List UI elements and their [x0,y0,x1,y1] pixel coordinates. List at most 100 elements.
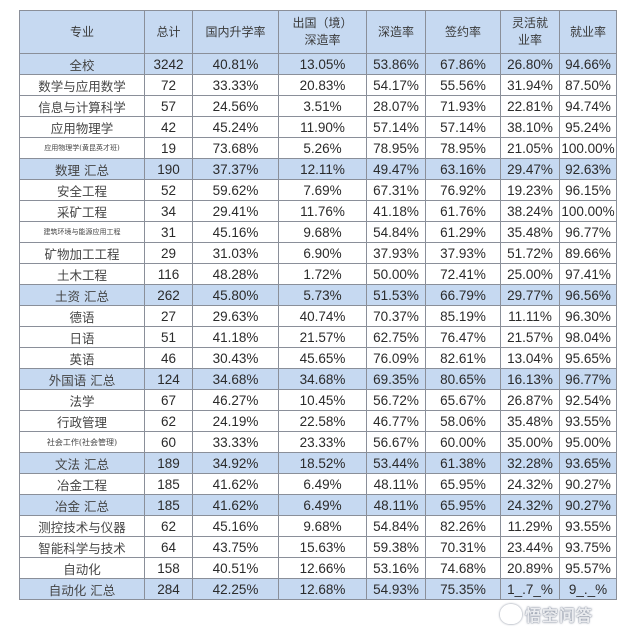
cell-major: 矿物加工工程 [19,242,145,264]
cell-major: 英语 [19,347,145,369]
cell-domestic-rate: 34.68% [192,368,279,390]
cell-abroad-rate: 9.68% [278,515,367,537]
cell-abroad-rate: 5.26% [278,137,367,159]
cell-contract-rate: 37.93% [425,242,501,264]
cell-total: 34 [144,200,193,222]
cell-contract-rate: 65.67% [425,389,501,411]
cell-abroad-rate: 10.45% [278,389,367,411]
cell-domestic-rate: 37.37% [192,158,279,180]
cell-flexible-rate: 35.48% [500,221,560,243]
header-domestic-rate: 国内升学率 [192,10,279,54]
cell-major: 采矿工程 [19,200,145,222]
cell-employment-rate: 89.66% [559,242,617,264]
cell-abroad-rate: 6.49% [278,473,367,495]
cell-abroad-rate: 45.65% [278,347,367,369]
cell-domestic-rate: 24.56% [192,95,279,117]
cell-domestic-rate: 45.16% [192,221,279,243]
cell-total: 116 [144,263,193,285]
cell-flexible-rate: 26.80% [500,53,560,75]
cell-employment-rate: 96.77% [559,368,617,390]
table-row: 矿物加工工程 29 31.03% 6.90% 37.93% 37.93% 51.72% 89.… [19,242,617,264]
cell-total: 3242 [144,53,193,75]
cell-flexible-rate: 23.44% [500,536,560,558]
cell-abroad-rate: 1.72% [278,263,367,285]
cell-employment-rate: 92.63% [559,158,617,180]
table-row: 社会工作(社会管理) 60 33.33% 23.33% 56.67% 60.00% 35.0… [19,431,617,453]
cell-major: 数理 汇总 [19,158,145,180]
cell-total: 189 [144,452,193,474]
cell-flexible-rate: 19.23% [500,179,560,201]
cell-major: 日语 [19,326,145,348]
cell-flexible-rate: 31.94% [500,74,560,96]
cell-abroad-rate: 20.83% [278,74,367,96]
cell-flexible-rate: 35.48% [500,410,560,432]
cell-contract-rate: 65.95% [425,494,501,516]
header-further-study-rate: 深造率 [366,10,426,54]
cell-flexible-rate: 24.32% [500,494,560,516]
cell-further-study-rate: 54.17% [366,74,426,96]
cell-flexible-rate: 38.10% [500,116,560,138]
header-flexible-line2: 业率 [517,33,542,47]
cell-employment-rate: 87.50% [559,74,617,96]
cell-total: 185 [144,494,193,516]
cell-employment-rate: 96.15% [559,179,617,201]
table-row: 信息与计算科学 57 24.56% 3.51% 28.07% 71.93% 22.81% 94… [19,95,617,117]
cell-domestic-rate: 45.24% [192,116,279,138]
cell-contract-rate: 61.29% [425,221,501,243]
cell-employment-rate: 95.00% [559,431,617,453]
table-row: 测控技术与仪器 62 45.16% 9.68% 54.84% 82.26% 11.29% 93… [19,515,617,537]
table-row: 土木工程 116 48.28% 1.72% 50.00% 72.41% 25.00% 97.4… [19,263,617,285]
cell-further-study-rate: 56.72% [366,389,426,411]
table-row: 日语 51 41.18% 21.57% 62.75% 76.47% 21.57% 98.04% [19,326,617,348]
cell-contract-rate: 60.00% [425,431,501,453]
employment-stats-table-container: 专业 总计 国内升学率 出国（境） 深造率 深造率 签约率 灵活就 业率 就业率… [19,10,617,600]
cell-contract-rate: 63.16% [425,158,501,180]
cell-employment-rate: 96.56% [559,284,617,306]
cell-major: 外国语 汇总 [19,368,145,390]
cell-further-study-rate: 50.00% [366,263,426,285]
cell-total: 62 [144,515,193,537]
cell-flexible-rate: 38.24% [500,200,560,222]
cell-abroad-rate: 12.68% [278,578,367,600]
cell-employment-rate: 92.54% [559,389,617,411]
cell-total: 57 [144,95,193,117]
cell-domestic-rate: 24.19% [192,410,279,432]
table-body: 全校 3242 40.81% 13.05% 53.86% 67.86% 26.80% 94.6… [19,53,617,600]
cell-domestic-rate: 42.25% [192,578,279,600]
cell-further-study-rate: 70.37% [366,305,426,327]
cell-domestic-rate: 43.75% [192,536,279,558]
cell-domestic-rate: 41.62% [192,473,279,495]
cell-total: 42 [144,116,193,138]
cell-abroad-rate: 11.90% [278,116,367,138]
cell-further-study-rate: 48.11% [366,494,426,516]
table-row: 采矿工程 34 29.41% 11.76% 41.18% 61.76% 38.24% 100.… [19,200,617,222]
cell-major: 社会工作(社会管理) [19,431,145,453]
cell-total: 60 [144,431,193,453]
cell-total: 27 [144,305,193,327]
header-abroad-line1: 出国（境） [292,16,353,30]
cell-total: 52 [144,179,193,201]
cell-domestic-rate: 45.16% [192,515,279,537]
cell-contract-rate: 78.95% [425,137,501,159]
cell-flexible-rate: 1_.7_% [500,578,560,600]
cell-further-study-rate: 54.93% [366,578,426,600]
header-flexible-rate: 灵活就 业率 [500,10,560,54]
cell-employment-rate: 100.00% [559,200,617,222]
cell-total: 19 [144,137,193,159]
cell-major: 自动化 [19,557,145,579]
cell-major: 智能科学与技术 [19,536,145,558]
cell-employment-rate: 95.65% [559,347,617,369]
cell-total: 262 [144,284,193,306]
cell-employment-rate: 93.55% [559,515,617,537]
table-row: 安全工程 52 59.62% 7.69% 67.31% 76.92% 19.23% 96.15… [19,179,617,201]
cell-flexible-rate: 32.28% [500,452,560,474]
cell-major: 冶金 汇总 [19,494,145,516]
table-row: 法学 67 46.27% 10.45% 56.72% 65.67% 26.87% 92.54% [19,389,617,411]
header-employment-rate: 就业率 [559,10,617,54]
cell-contract-rate: 65.95% [425,473,501,495]
cell-major: 建筑环境与能源应用工程 [19,221,145,243]
cell-domestic-rate: 33.33% [192,74,279,96]
cell-further-study-rate: 62.75% [366,326,426,348]
cell-abroad-rate: 9.68% [278,221,367,243]
cell-total: 46 [144,347,193,369]
